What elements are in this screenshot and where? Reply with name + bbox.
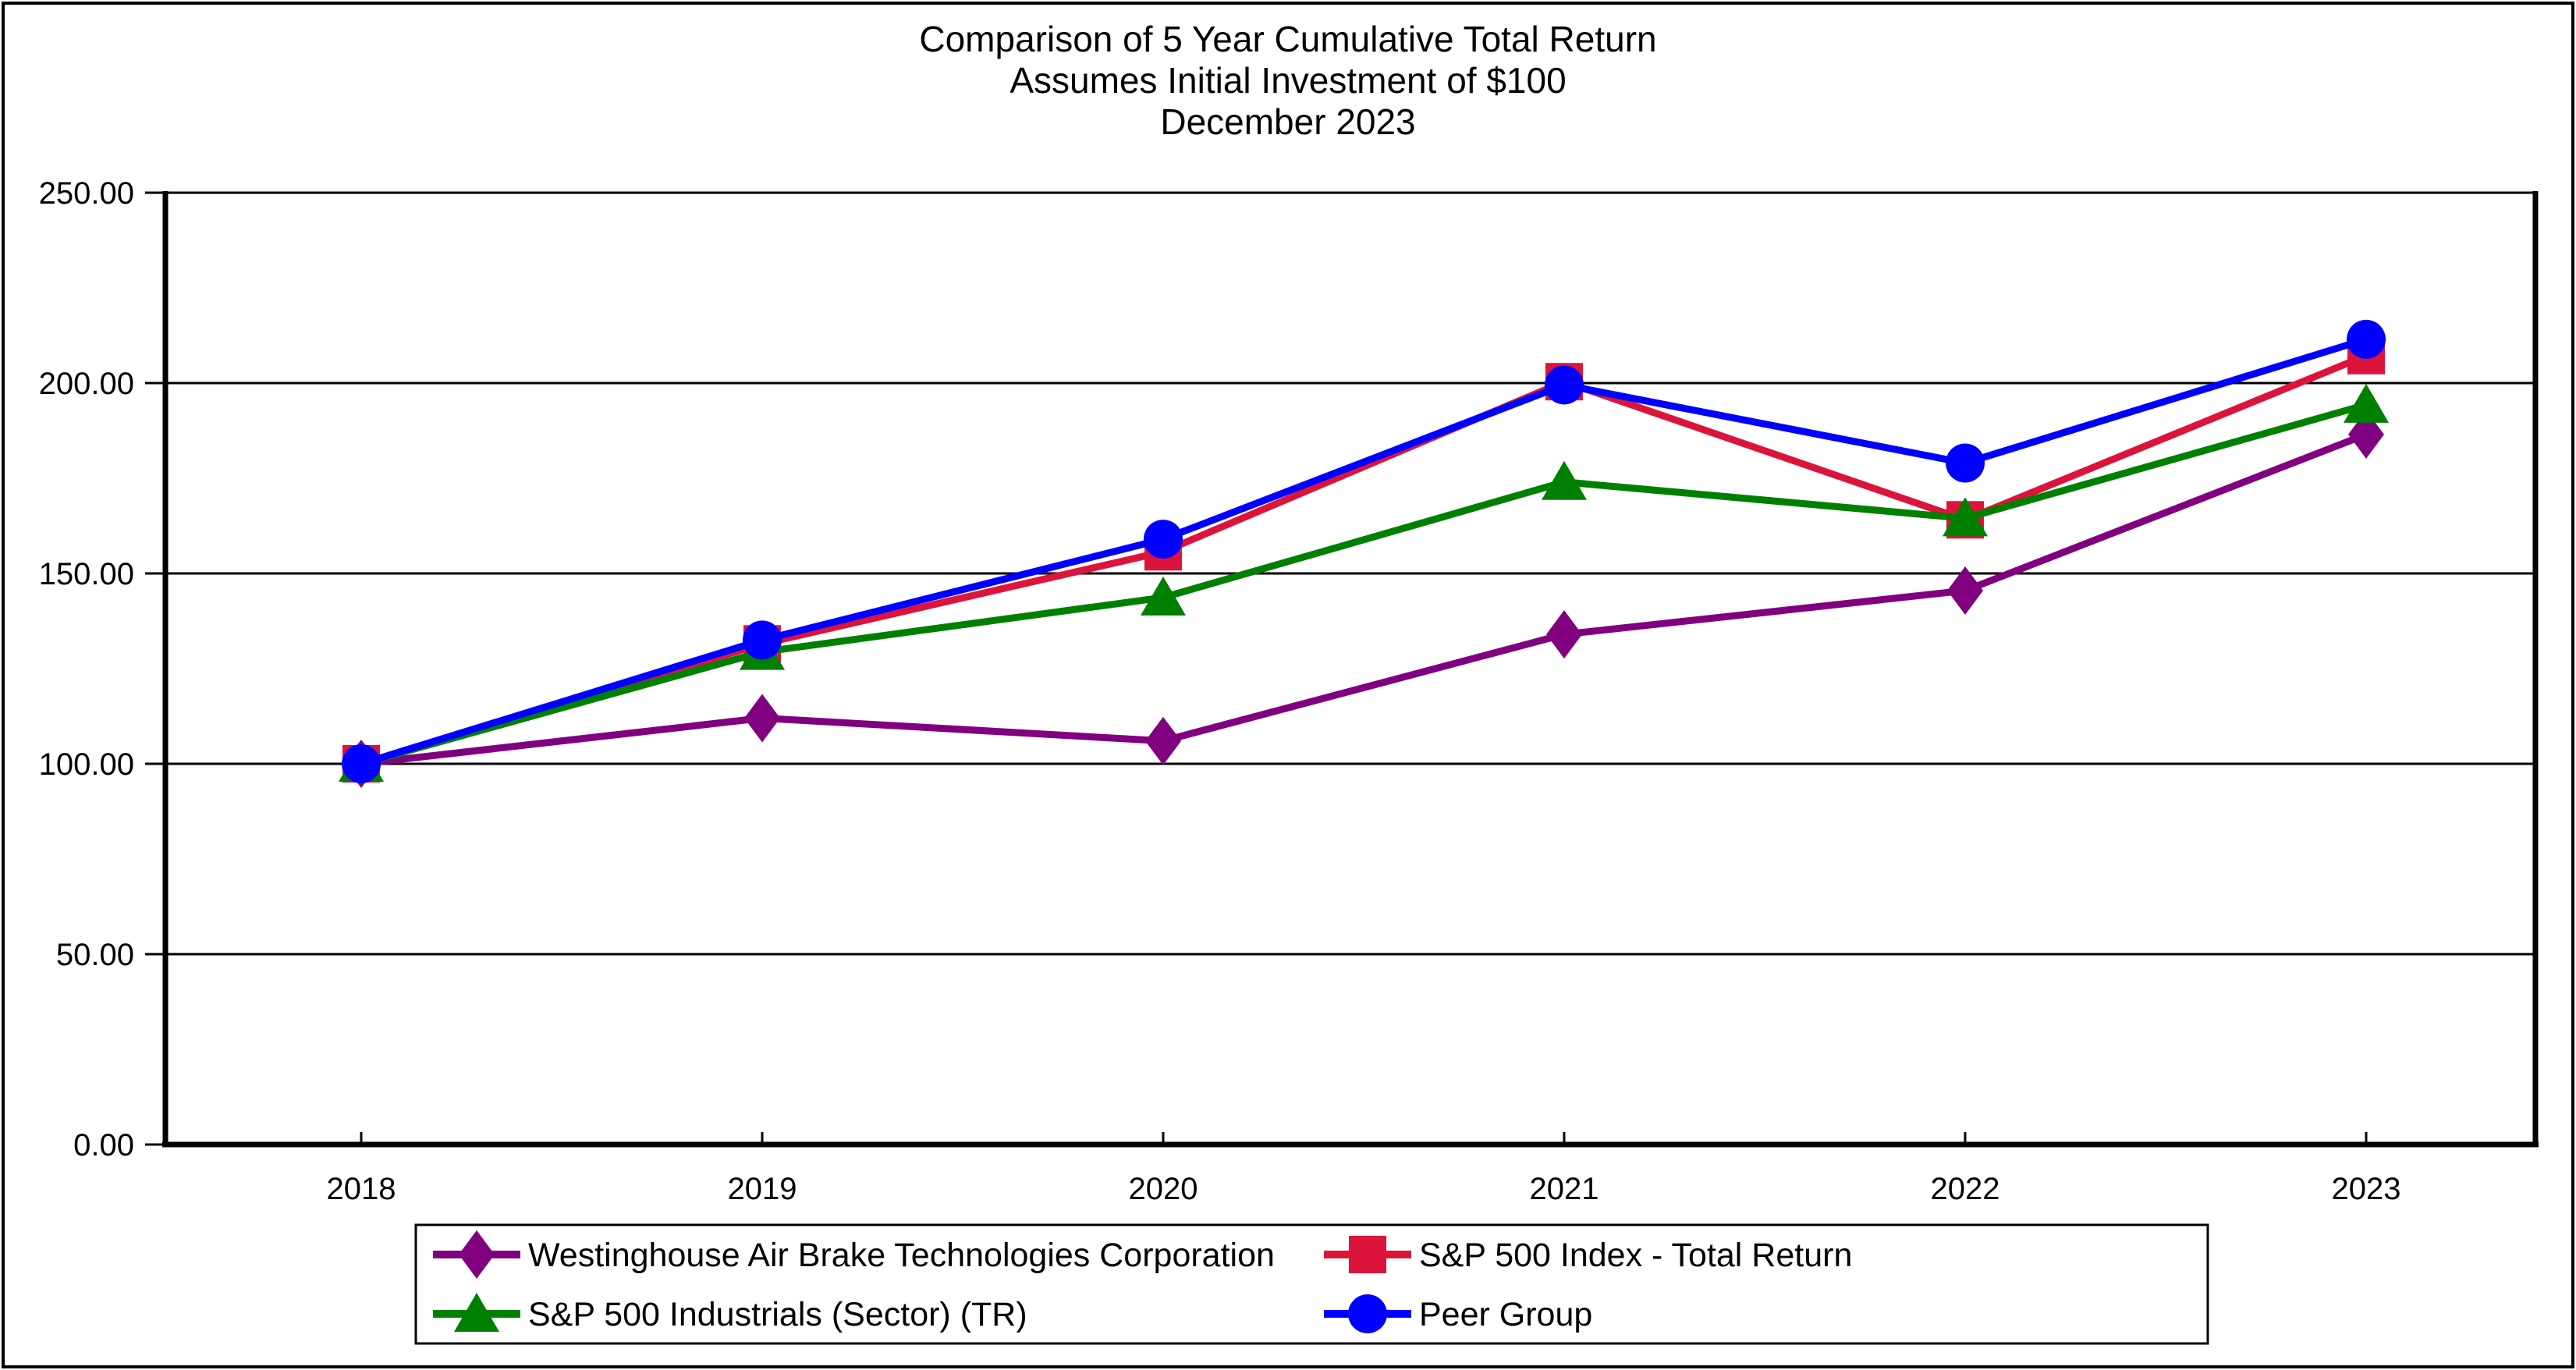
series-line-westinghouse-air-brake-technologies-corporation [357, 431, 2370, 768]
legend-label: Westinghouse Air Brake Technologies Corp… [528, 1237, 1275, 1274]
y-tick-label: 100.00 [39, 747, 134, 782]
series-marker-peer-group [743, 620, 782, 660]
chart-title-line-3: December 2023 [1160, 101, 1416, 142]
legend-label: S&P 500 Index - Total Return [1419, 1237, 1852, 1274]
legend-label: Peer Group [1419, 1296, 1592, 1333]
series-marker-s-p-500-industrials-sector-tr [1141, 576, 1186, 616]
series-marker-westinghouse-air-brake-technologies-corporation [1947, 566, 1983, 615]
chart-title-line-1: Comparison of 5 Year Cumulative Total Re… [919, 19, 1657, 59]
y-tick-label: 200.00 [39, 367, 134, 401]
series-marker-peer-group [1545, 365, 1584, 405]
x-tick-label: 2023 [2332, 1172, 2401, 1206]
diamond-marker-icon [459, 1230, 495, 1279]
legend-label: S&P 500 Industrials (Sector) (TR) [528, 1296, 1027, 1333]
y-tick-label: 50.00 [56, 938, 134, 972]
series-marker-peer-group [1144, 520, 1183, 559]
series-marker-s-p-500-industrials-sector-tr [1542, 460, 1587, 500]
y-tick-label: 150.00 [39, 557, 134, 591]
x-tick-label: 2019 [728, 1172, 797, 1206]
x-tick-label: 2021 [1530, 1172, 1599, 1206]
series-marker-s-p-500-industrials-sector-tr [2344, 383, 2389, 423]
chart-title-block: Comparison of 5 Year Cumulative Total Re… [0, 19, 2576, 143]
series-marker-s-p-500-industrials-sector-tr [1943, 497, 1988, 537]
legend-item-s-p-500-industrials-sector-tr: S&P 500 Industrials (Sector) (TR) [433, 1293, 1027, 1333]
series-marker-peer-group [2347, 319, 2386, 359]
y-tick-label: 250.00 [39, 176, 134, 211]
series-line-peer-group [357, 335, 2370, 768]
triangle-marker-icon [454, 1293, 499, 1332]
legend-item-westinghouse-air-brake-technologies-corporation: Westinghouse Air Brake Technologies Corp… [433, 1230, 1275, 1279]
series-marker-peer-group [1946, 443, 1985, 483]
chart-title-line-2: Assumes Initial Investment of $100 [1009, 60, 1567, 101]
x-tick-label: 2018 [327, 1172, 396, 1206]
x-tick-label: 2020 [1129, 1172, 1198, 1206]
series-marker-westinghouse-air-brake-technologies-corporation [1546, 610, 1582, 659]
series-marker-westinghouse-air-brake-technologies-corporation [744, 694, 780, 743]
series-marker-westinghouse-air-brake-technologies-corporation [1145, 716, 1181, 765]
square-marker-icon [1349, 1236, 1386, 1273]
series-line-s-p-500-index-total-return [357, 352, 2370, 768]
x-tick-label: 2022 [1931, 1172, 2000, 1206]
circle-marker-icon [1348, 1294, 1387, 1333]
y-tick-label: 0.00 [73, 1128, 134, 1162]
series-marker-peer-group [342, 744, 381, 783]
legend-box [414, 1223, 2209, 1345]
series-line-s-p-500-industrials-sector-tr [357, 401, 2370, 768]
legend-item-peer-group: Peer Group [1324, 1294, 1592, 1333]
legend-item-s-p-500-index-total-return: S&P 500 Index - Total Return [1324, 1236, 1852, 1274]
